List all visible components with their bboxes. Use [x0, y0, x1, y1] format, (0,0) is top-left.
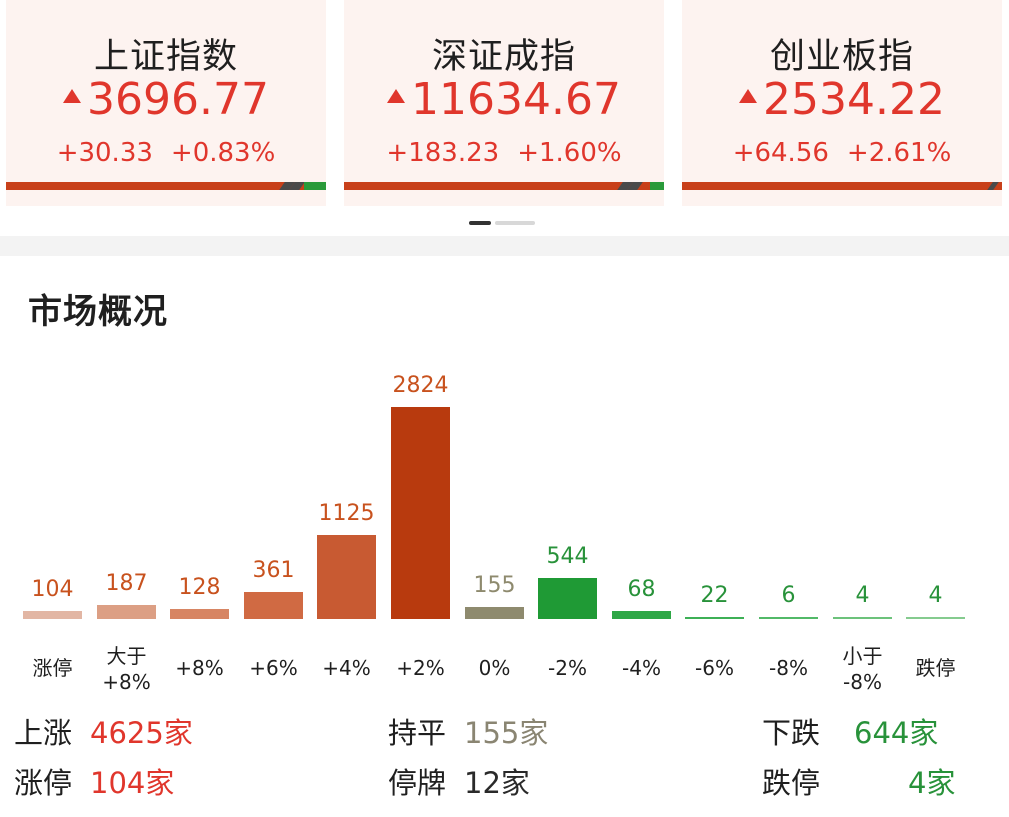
index-price: 2534.22	[682, 74, 1002, 125]
stat-down: 下跌 644家	[762, 710, 938, 752]
up-arrow-icon	[387, 89, 406, 103]
chart-category-label: -2%	[548, 656, 587, 680]
chart-value-label: 22	[700, 583, 729, 608]
index-trend-bar	[682, 182, 1002, 190]
stat-value: 12家	[464, 766, 530, 800]
chart-bar	[23, 611, 82, 619]
chart-bar	[465, 607, 524, 619]
chart-category-label: 涨停	[32, 656, 73, 680]
stat-label: 上涨	[14, 716, 73, 750]
index-change: +30.33 +0.83%	[56, 138, 276, 168]
up-arrow-icon	[739, 89, 758, 103]
chart-value-label: 128	[178, 575, 221, 600]
chart-category-label: 小于 -8%	[842, 644, 883, 694]
chart-value-label: 361	[252, 558, 295, 583]
index-name: 上证指数	[93, 37, 238, 77]
index-price: 3696.77	[6, 74, 326, 125]
index-cards: 上证指数 3696.77 +30.33 +0.83% 深证成指 11634.67 …	[0, 0, 1009, 210]
page-dot-active	[469, 221, 491, 225]
chart-category-label: -8%	[769, 656, 808, 680]
chart-value-label: 6	[781, 583, 796, 608]
chart-value-label: 2824	[392, 373, 449, 398]
chart-category-label: +4%	[322, 656, 371, 680]
chart-bar	[317, 535, 376, 619]
page-dot	[495, 221, 535, 225]
stat-up: 上涨 4625家	[14, 710, 193, 752]
chart-bar	[612, 611, 671, 619]
index-trend-bar	[6, 182, 326, 190]
chart-value-label: 155	[473, 573, 516, 598]
chart-bar	[538, 578, 597, 619]
stat-value: 104家	[90, 766, 175, 800]
chart-category-label: 大于 +8%	[102, 644, 151, 694]
chart-bar	[97, 605, 156, 619]
section-title: 市场概况	[28, 292, 168, 332]
stat-flat: 持平 155家	[388, 710, 548, 752]
stat-label: 涨停	[14, 766, 73, 800]
stat-label: 停牌	[388, 766, 447, 800]
chart-category-label: -6%	[695, 656, 734, 680]
chart-value-label: 4	[928, 583, 943, 608]
index-name: 深证成指	[431, 37, 576, 77]
stat-label: 下跌	[762, 716, 821, 750]
chart-value-label: 544	[546, 544, 589, 569]
index-price: 11634.67	[344, 74, 664, 125]
stat-limit-up: 涨停 104家	[14, 760, 174, 802]
section-divider	[0, 236, 1009, 256]
index-change: +183.23 +1.60%	[386, 138, 622, 168]
stat-limit-down: 跌停 4家	[762, 760, 955, 802]
chart-category-label: +8%	[175, 656, 224, 680]
chart-value-label: 187	[105, 571, 148, 596]
chart-bar	[244, 592, 303, 619]
chart-value-label: 1125	[318, 501, 375, 526]
chart-value-label: 68	[627, 577, 656, 602]
chart-category-label: +2%	[396, 656, 445, 680]
chart-bar	[906, 617, 965, 619]
chart-category-label: +6%	[249, 656, 298, 680]
index-name: 创业板指	[769, 37, 914, 77]
index-trend-bar	[344, 182, 664, 190]
stat-suspended: 停牌 12家	[388, 760, 530, 802]
chart-bar	[759, 617, 818, 619]
chart-value-label: 104	[31, 577, 74, 602]
stat-value: 4625家	[90, 716, 193, 750]
stat-value: 155家	[464, 716, 549, 750]
market-distribution-chart: 104 涨停 187 大于 +8% 128 +8% 361 +6% 1125 +4% 2824 +2%…	[0, 340, 1009, 700]
chart-bar	[685, 617, 744, 619]
stat-value: 644家	[854, 716, 939, 750]
stat-label: 跌停	[762, 766, 821, 800]
index-change: +64.56 +2.61%	[732, 138, 952, 168]
chart-bar	[833, 617, 892, 619]
chart-bar	[170, 609, 229, 619]
index-card-sz[interactable]: 深证成指 11634.67 +183.23 +1.60%	[344, 0, 664, 206]
chart-category-label: 0%	[478, 656, 511, 680]
index-card-sh[interactable]: 上证指数 3696.77 +30.33 +0.83%	[6, 0, 326, 206]
chart-value-label: 4	[855, 583, 870, 608]
stat-value: 4家	[908, 766, 956, 800]
stat-label: 持平	[388, 716, 447, 750]
up-arrow-icon	[63, 89, 82, 103]
chart-category-label: 跌停	[915, 656, 956, 680]
chart-bar	[391, 407, 450, 619]
chart-category-label: -4%	[622, 656, 661, 680]
index-card-cy[interactable]: 创业板指 2534.22 +64.56 +2.61%	[682, 0, 1002, 206]
